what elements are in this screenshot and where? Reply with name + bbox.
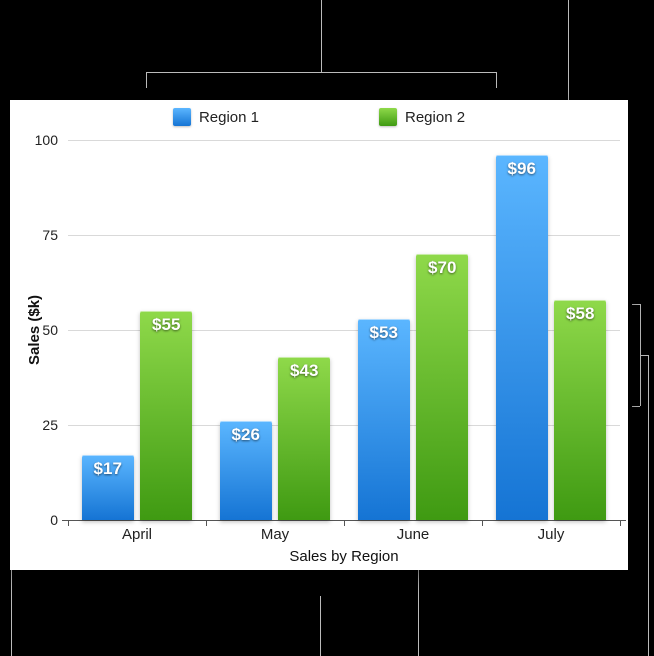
x-tick-mark [620, 520, 621, 526]
callout-line [321, 0, 322, 72]
callout-line [632, 406, 640, 407]
x-tick-mark [206, 520, 207, 526]
x-tick-label: April [122, 526, 152, 543]
bar: $26 [220, 421, 272, 520]
bar-value-label: $55 [140, 315, 192, 335]
gridline [68, 140, 620, 141]
legend: Region 1 Region 2 [10, 108, 628, 126]
x-tick-mark [68, 520, 69, 526]
y-tick-label: 25 [42, 417, 68, 433]
x-axis-area: April May June July [68, 520, 620, 550]
legend-item-region-1: Region 1 [173, 108, 259, 126]
bar: $43 [278, 357, 330, 520]
bar: $96 [496, 155, 548, 520]
x-tick-label: July [538, 526, 565, 543]
legend-item-region-2: Region 2 [379, 108, 465, 126]
bar: $58 [554, 300, 606, 520]
legend-label-region-1: Region 1 [199, 109, 259, 126]
legend-swatch-region-2 [379, 108, 397, 126]
bar-value-label: $96 [496, 159, 548, 179]
bar-value-label: $58 [554, 304, 606, 324]
bar: $55 [140, 311, 192, 520]
x-tick-mark [482, 520, 483, 526]
legend-label-region-2: Region 2 [405, 109, 465, 126]
callout-line [146, 72, 147, 88]
legend-swatch-region-1 [173, 108, 191, 126]
bar: $70 [416, 254, 468, 520]
bar-value-label: $26 [220, 425, 272, 445]
x-tick-label: May [261, 526, 289, 543]
y-axis-title: Sales ($k) [26, 295, 43, 365]
bar-value-label: $53 [358, 323, 410, 343]
callout-line [640, 355, 648, 356]
x-tick-label: June [397, 526, 430, 543]
y-tick-label: 75 [42, 227, 68, 243]
bar-value-label: $43 [278, 361, 330, 381]
x-axis-title: Sales by Region [68, 548, 620, 565]
x-tick-mark [344, 520, 345, 526]
bar-value-label: $70 [416, 258, 468, 278]
callout-line [632, 304, 640, 305]
bar: $17 [82, 455, 134, 520]
y-tick-label: 100 [35, 132, 68, 148]
stage: Region 1 Region 2 Sales ($k) 0255075100$… [0, 0, 654, 656]
bar-value-label: $17 [82, 459, 134, 479]
callout-line [146, 72, 496, 73]
plot-area: 0255075100$17$55$26$43$53$70$96$58 [68, 140, 620, 520]
callout-line [496, 72, 497, 88]
callout-line [320, 596, 321, 656]
chart-card: Region 1 Region 2 Sales ($k) 0255075100$… [10, 100, 628, 570]
y-tick-label: 50 [42, 322, 68, 338]
callout-line [648, 355, 649, 656]
bar: $53 [358, 319, 410, 520]
